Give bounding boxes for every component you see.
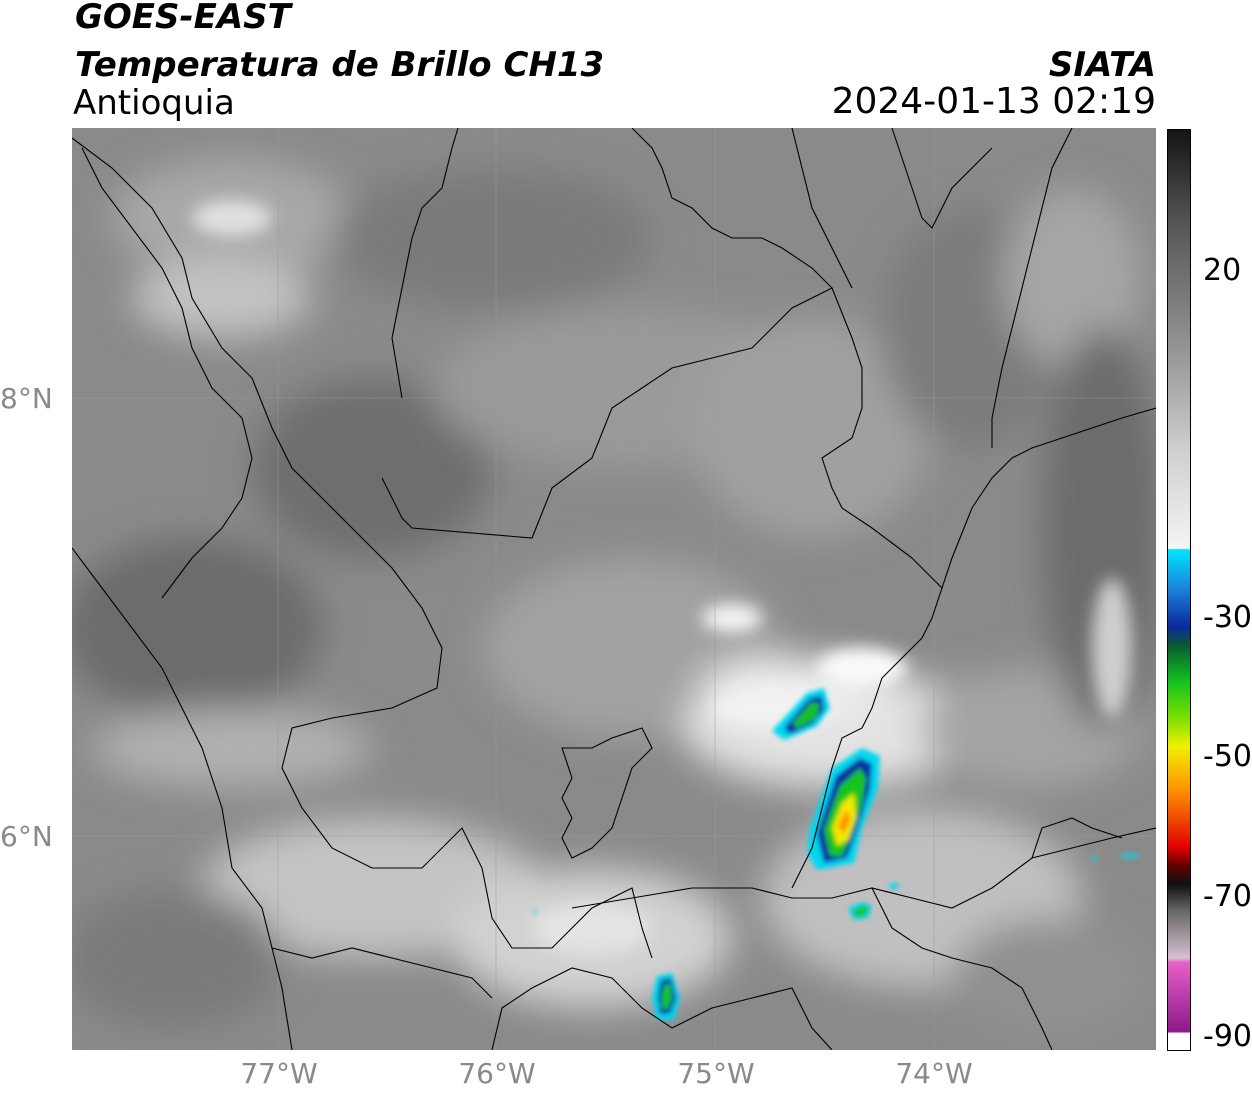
colorbar-tick-minus-50: -50 — [1203, 739, 1252, 774]
satellite-title: GOES-EAST — [75, 0, 291, 37]
lon-label-76w: 76°W — [458, 1057, 536, 1090]
satellite-map — [72, 128, 1156, 1050]
datetime-label: 2024-01-13 02:19 — [831, 81, 1156, 122]
product-title: Temperatura de Brillo CH13 — [75, 45, 605, 85]
colorbar-tick-minus-30: -30 — [1203, 600, 1252, 635]
boundaries — [72, 128, 1156, 1050]
cloud-texture — [72, 158, 1156, 1038]
colorbar-tick-minus-90: -90 — [1203, 1019, 1252, 1054]
gridlines — [72, 128, 1156, 1050]
lat-label-8n: 8°N — [0, 382, 53, 415]
source-label: SIATA — [1048, 45, 1156, 85]
convective-cells — [533, 688, 1140, 1020]
colorbar-tick-20: 20 — [1203, 253, 1242, 288]
region-label: Antioquia — [73, 83, 235, 123]
lat-label-6n: 6°N — [0, 820, 53, 853]
colorbar — [1167, 129, 1191, 1051]
lon-label-77w: 77°W — [240, 1057, 318, 1090]
lon-label-75w: 75°W — [677, 1057, 755, 1090]
map-canvas — [72, 128, 1156, 1050]
colorbar-tick-minus-70: -70 — [1203, 879, 1252, 914]
lon-label-74w: 74°W — [895, 1057, 973, 1090]
